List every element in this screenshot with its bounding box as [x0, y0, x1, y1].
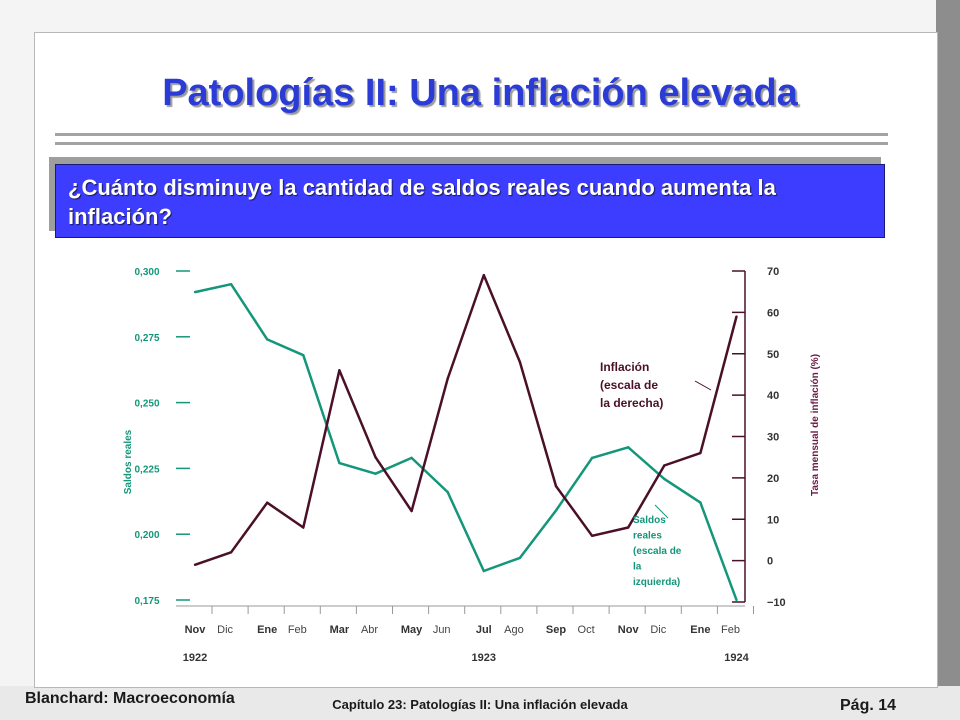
title-rule-top — [55, 133, 888, 136]
real-balances-point — [338, 461, 341, 465]
inflation-point — [338, 369, 341, 372]
real-balances-line — [194, 282, 738, 601]
inflation-point — [482, 273, 485, 277]
real-balances-point — [554, 509, 558, 512]
x-tick-label: May — [401, 624, 423, 636]
right-axis-tick-label: 10 — [767, 514, 779, 526]
footer-page-number: Pág. 14 — [840, 697, 897, 714]
footer-chapter: Capítulo 23: Patologías II: Una inflació… — [332, 697, 628, 712]
right-axis-tick-label: 30 — [767, 432, 779, 444]
inflation-point — [410, 509, 413, 513]
real-balances-point — [410, 456, 413, 460]
right-axis-tick-label: 70 — [767, 266, 779, 278]
x-tick-label: Dic — [217, 624, 233, 636]
left-axis-title: Saldos reales — [123, 429, 134, 494]
inflation-annotation: Inflación (escala de la derecha) — [600, 360, 663, 410]
x-tick-label: Sep — [546, 624, 566, 636]
x-tick-label: Ago — [504, 624, 524, 636]
inflation-point — [627, 526, 630, 529]
inflation-annotation-leader — [694, 380, 712, 391]
x-tick-label: Mar — [330, 624, 350, 636]
real-balances-point — [302, 354, 305, 357]
x-tick-label: Ene — [257, 624, 277, 636]
inflation-line — [194, 273, 738, 566]
inflation-point — [229, 551, 233, 554]
x-tick-label: Jun — [433, 624, 451, 636]
inflation-point — [193, 563, 197, 566]
x-year-label: 1924 — [724, 652, 749, 664]
inflation-point — [554, 484, 558, 488]
real-balances-point — [266, 338, 269, 341]
x-tick-label: Abr — [361, 624, 378, 636]
x-tick-label: Dic — [650, 624, 666, 636]
x-tick-label: Jul — [476, 624, 492, 636]
real-balances-point — [446, 490, 449, 494]
x-tick-label: Ene — [690, 624, 710, 636]
footer-author: Blanchard: Macroeconomía — [25, 690, 235, 707]
left-axis-tick-label: 0,250 — [134, 399, 159, 410]
x-year-label: 1923 — [472, 652, 496, 664]
right-axis-tick-label: 50 — [767, 349, 779, 361]
title-rule-bottom — [55, 142, 888, 145]
real-balances-point — [590, 456, 594, 460]
inflation-point — [699, 451, 702, 455]
inflation-point — [735, 315, 738, 318]
slide-panel — [34, 32, 938, 688]
balances-annotation-leader — [654, 504, 669, 519]
left-axis-tick-label: 0,300 — [134, 267, 159, 278]
real-balances-point — [482, 569, 485, 573]
x-tick-label: Feb — [721, 624, 740, 636]
chart-series — [193, 273, 738, 602]
real-balances-point — [374, 472, 377, 475]
right-axis-tick-label: −10 — [767, 597, 786, 609]
x-year-label: 1922 — [183, 652, 207, 664]
chart-labels: 0,175 0,200 0,225 0,250 0,275 0,300 Saldos rea… — [123, 266, 821, 664]
frame-bevel-bottom — [0, 686, 960, 720]
frame-bevel-right — [936, 0, 960, 720]
real-balances-point — [193, 290, 197, 294]
chart-axes — [176, 270, 754, 614]
inflation-point — [518, 360, 522, 364]
inflation-point — [446, 377, 449, 380]
right-axis-title: Tasa mensual de inflación (%) — [810, 354, 821, 496]
right-axis-tick-label: 0 — [767, 556, 773, 568]
real-balances-point — [735, 598, 738, 602]
x-tick-label: Feb — [288, 624, 307, 636]
balances-annotation: Saldos reales (escala de la izquierda) — [633, 515, 682, 588]
slide-title: Patologías II: Una inflación elevada — [162, 72, 798, 114]
real-balances-point — [699, 501, 702, 504]
left-axis-tick-label: 0,200 — [134, 530, 159, 541]
left-axis-tick-label: 0,175 — [134, 596, 159, 607]
real-balances-point — [518, 556, 522, 560]
right-axis-tick-label: 40 — [767, 390, 779, 402]
inflation-point — [590, 534, 594, 537]
right-axis-tick-label: 20 — [767, 473, 779, 485]
inflation-point — [663, 464, 666, 467]
question-box: ¿Cuánto disminuye la cantidad de saldos … — [55, 164, 885, 238]
right-axis-tick-label: 60 — [767, 307, 779, 319]
real-balances-point — [627, 446, 630, 449]
inflation-point — [266, 501, 269, 504]
x-tick-label: Oct — [578, 624, 595, 636]
x-tick-label: Nov — [185, 624, 207, 636]
left-axis-tick-label: 0,275 — [134, 333, 159, 344]
inflation-point — [374, 455, 377, 459]
real-balances-point — [663, 477, 666, 481]
x-tick-label: Nov — [618, 624, 640, 636]
left-axis-tick-label: 0,225 — [134, 464, 159, 475]
real-balances-point — [229, 282, 233, 286]
inflation-point — [302, 526, 305, 529]
